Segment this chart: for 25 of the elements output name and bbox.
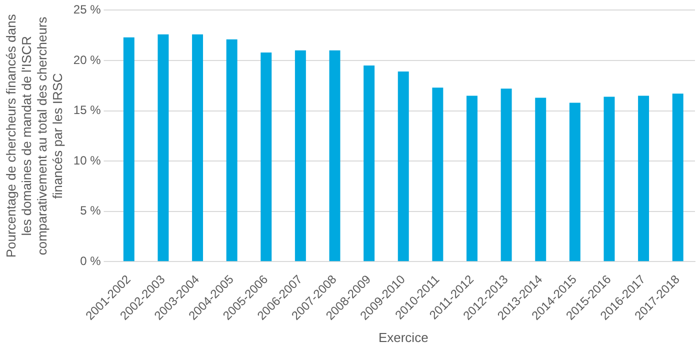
bar [432, 88, 444, 262]
bar [192, 34, 204, 262]
bar [260, 52, 272, 262]
y-tick-label: 0 % [80, 254, 102, 268]
x-axis-title: Exercice [378, 330, 428, 345]
bar [329, 50, 340, 262]
bar [672, 94, 684, 262]
y-tick-label: 15 % [73, 103, 102, 118]
bar [158, 34, 169, 262]
y-tick-label: 20 % [73, 52, 102, 67]
bar [569, 102, 580, 262]
y-tick-label: 25 % [73, 2, 102, 17]
bar [638, 96, 650, 262]
bar [500, 88, 512, 262]
bar [226, 39, 238, 262]
bar [398, 72, 409, 262]
bar [294, 50, 306, 262]
y-axis-title: Pourcentage de chercheurs financés dans les domaines de mandat de l'ISCR comparativement au total des chercheurs financés par les IRSC [3, 14, 66, 258]
y-tick-label: 5 % [80, 204, 102, 218]
bar [466, 96, 478, 262]
bar [604, 96, 615, 262]
bar [123, 37, 134, 262]
bar [364, 66, 375, 262]
y-tick-label: 10 % [73, 153, 102, 168]
bar [535, 98, 546, 262]
